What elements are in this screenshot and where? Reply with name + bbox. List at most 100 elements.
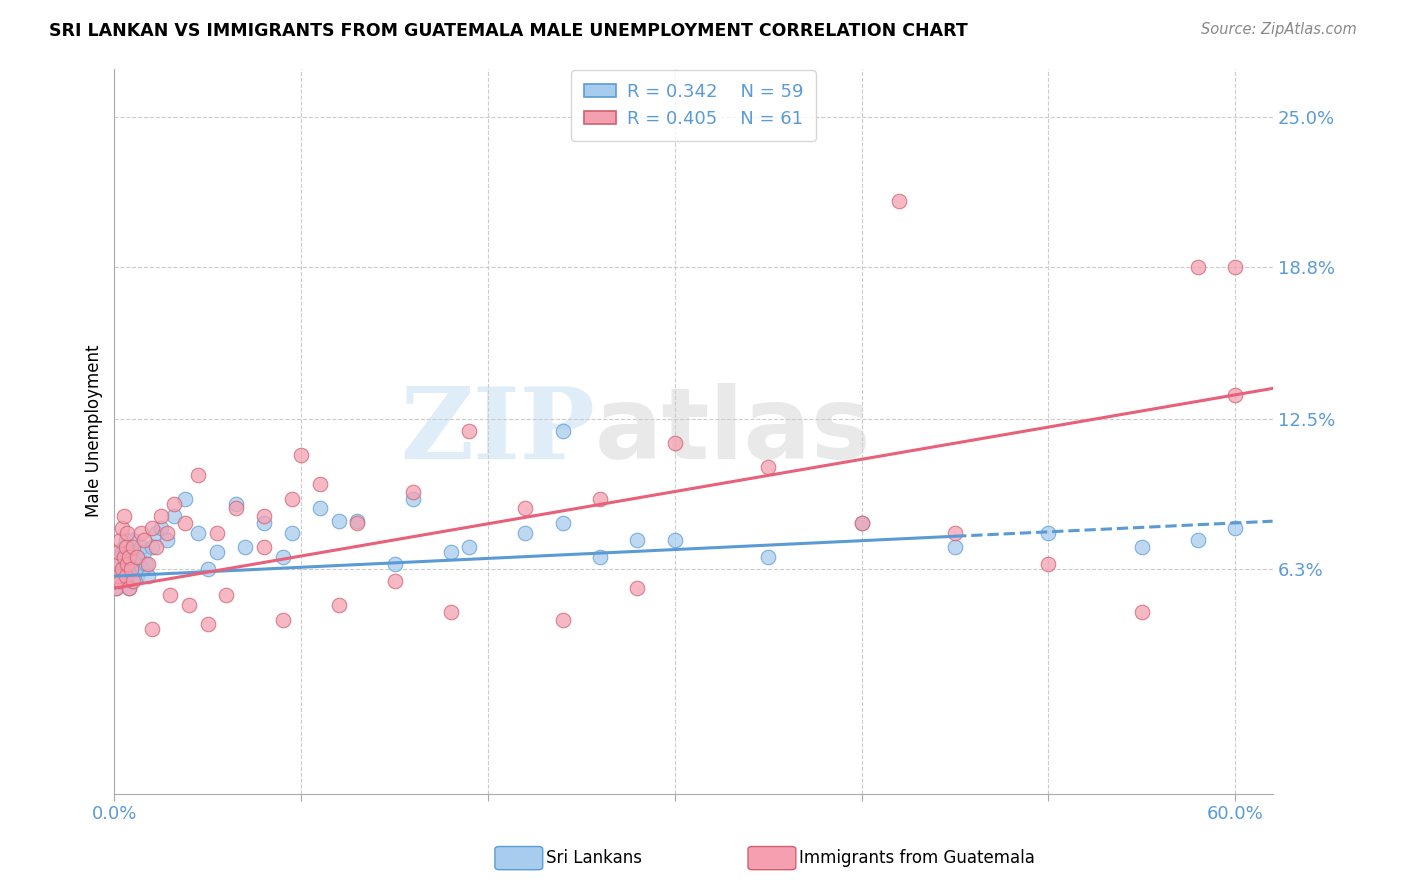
Point xyxy=(384,557,406,571)
Point xyxy=(141,521,163,535)
Point xyxy=(589,491,612,506)
Point xyxy=(135,557,157,571)
Point xyxy=(1038,557,1060,571)
Point xyxy=(105,581,128,595)
Point xyxy=(112,540,135,554)
Point xyxy=(197,617,219,632)
Point xyxy=(887,194,910,209)
Point xyxy=(851,516,873,530)
Point xyxy=(163,497,186,511)
Point xyxy=(129,525,152,540)
Point xyxy=(117,549,139,564)
Point xyxy=(128,549,150,564)
Point xyxy=(328,598,350,612)
Point xyxy=(107,574,129,588)
Point xyxy=(458,424,481,438)
Point xyxy=(626,581,648,595)
Text: Source: ZipAtlas.com: Source: ZipAtlas.com xyxy=(1201,22,1357,37)
Point xyxy=(125,569,148,583)
Point xyxy=(129,540,152,554)
Point xyxy=(108,533,131,547)
Point xyxy=(111,569,134,583)
Point xyxy=(134,545,156,559)
Point xyxy=(141,623,163,637)
Point xyxy=(107,569,129,583)
Point xyxy=(150,508,173,523)
Point xyxy=(174,491,197,506)
Point xyxy=(122,574,145,588)
Text: atlas: atlas xyxy=(595,383,872,480)
Point xyxy=(346,516,368,530)
Point xyxy=(225,501,247,516)
Text: Sri Lankans: Sri Lankans xyxy=(546,849,641,867)
Point xyxy=(215,589,238,603)
Point xyxy=(156,525,179,540)
Point xyxy=(328,514,350,528)
Point xyxy=(233,540,256,554)
Point xyxy=(187,467,209,482)
Point xyxy=(551,516,574,530)
Legend: R = 0.342    N = 59, R = 0.405    N = 61: R = 0.342 N = 59, R = 0.405 N = 61 xyxy=(571,70,815,141)
Point xyxy=(515,525,537,540)
Point xyxy=(346,514,368,528)
Point xyxy=(589,549,612,564)
Point xyxy=(290,448,312,462)
Point xyxy=(626,533,648,547)
Point xyxy=(205,545,228,559)
Point xyxy=(114,540,136,554)
Point xyxy=(117,569,139,583)
Point xyxy=(120,545,142,559)
Point xyxy=(384,574,406,588)
Point xyxy=(134,533,156,547)
Point xyxy=(105,581,128,595)
Point xyxy=(1225,521,1247,535)
Point xyxy=(440,606,463,620)
Point xyxy=(943,525,966,540)
Point xyxy=(664,436,686,450)
Point xyxy=(253,508,276,523)
Point xyxy=(402,491,425,506)
Point xyxy=(756,460,779,475)
Point xyxy=(122,540,145,554)
Point xyxy=(1225,260,1247,274)
Point xyxy=(309,501,332,516)
Point xyxy=(108,564,131,578)
Point xyxy=(145,540,167,554)
Point xyxy=(402,484,425,499)
Point xyxy=(1187,260,1209,274)
Point xyxy=(122,562,145,576)
Point xyxy=(111,545,134,559)
Point xyxy=(156,533,179,547)
Point xyxy=(1187,533,1209,547)
Point xyxy=(112,508,135,523)
Point xyxy=(253,540,276,554)
Point xyxy=(1130,540,1153,554)
Point xyxy=(141,540,163,554)
Point xyxy=(118,581,141,595)
Point xyxy=(458,540,481,554)
Point xyxy=(111,562,134,576)
Point xyxy=(664,533,686,547)
Point xyxy=(136,569,159,583)
Point xyxy=(271,549,294,564)
Point xyxy=(1225,388,1247,402)
Point xyxy=(225,497,247,511)
Point xyxy=(131,562,153,576)
Point xyxy=(114,533,136,547)
Point xyxy=(150,521,173,535)
Point xyxy=(179,598,201,612)
Point xyxy=(271,613,294,627)
Point xyxy=(851,516,873,530)
Point xyxy=(108,549,131,564)
Point xyxy=(136,557,159,571)
Point xyxy=(114,569,136,583)
Point xyxy=(187,525,209,540)
Point xyxy=(174,516,197,530)
Point xyxy=(515,501,537,516)
Point xyxy=(551,613,574,627)
Y-axis label: Male Unemployment: Male Unemployment xyxy=(86,345,103,517)
Point xyxy=(1038,525,1060,540)
Point xyxy=(105,557,128,571)
Point xyxy=(309,477,332,491)
Point xyxy=(120,562,142,576)
